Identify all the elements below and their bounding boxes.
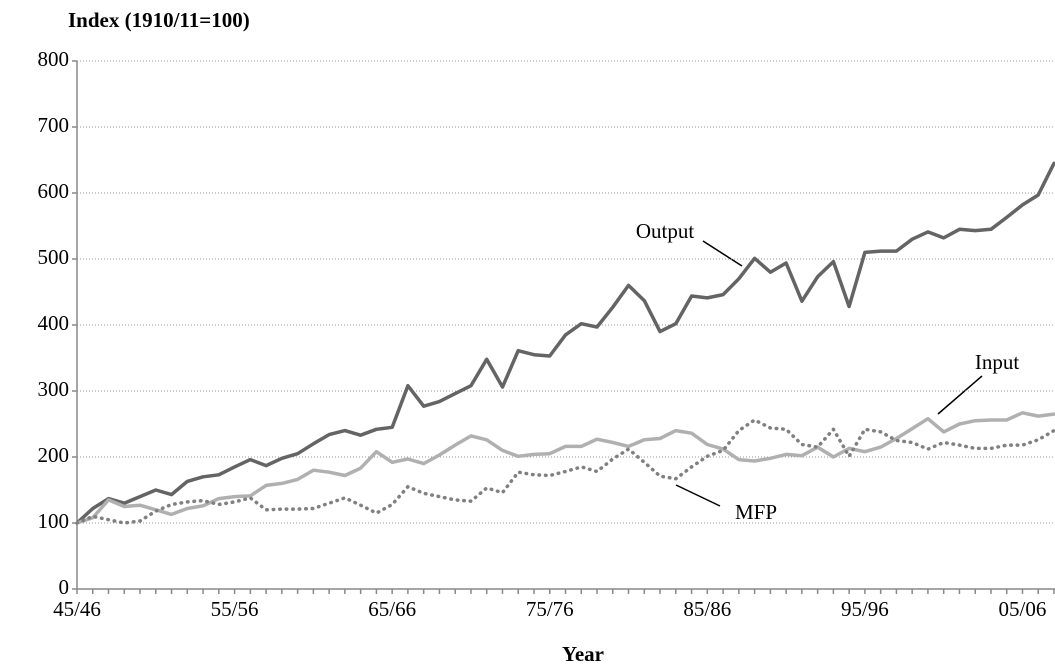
series-line	[75, 161, 1055, 525]
annotation-arrow	[702, 240, 743, 267]
x-tick-label: 05/06	[999, 597, 1047, 621]
y-tick-label: 100	[38, 509, 70, 533]
y-tick-label: 0	[59, 575, 70, 599]
x-tick-label: 55/56	[211, 597, 259, 621]
series-label: Output	[636, 219, 695, 243]
x-axis-label: Year	[562, 642, 604, 665]
series-line	[75, 411, 1055, 525]
y-tick-label: 700	[38, 113, 70, 137]
x-tick-label: 45/46	[53, 597, 101, 621]
annotation-arrow	[675, 484, 721, 507]
y-tick-label: 800	[38, 47, 70, 71]
y-tick-label: 600	[38, 179, 70, 203]
x-tick-label: 65/66	[368, 597, 416, 621]
x-tick-label: 95/96	[841, 597, 889, 621]
series-line	[75, 418, 1055, 525]
series-label: MFP	[735, 500, 777, 524]
x-tick-label: 85/86	[683, 597, 731, 621]
annotation-arrow	[937, 375, 983, 415]
y-tick-label: 300	[38, 377, 70, 401]
y-tick-label: 400	[38, 311, 70, 335]
chart-title: Index (1910/11=100)	[68, 8, 250, 32]
y-tick-label: 500	[38, 245, 70, 269]
x-tick-label: 75/76	[526, 597, 574, 621]
y-tick-label: 200	[38, 443, 70, 467]
series-label: Input	[975, 350, 1019, 374]
